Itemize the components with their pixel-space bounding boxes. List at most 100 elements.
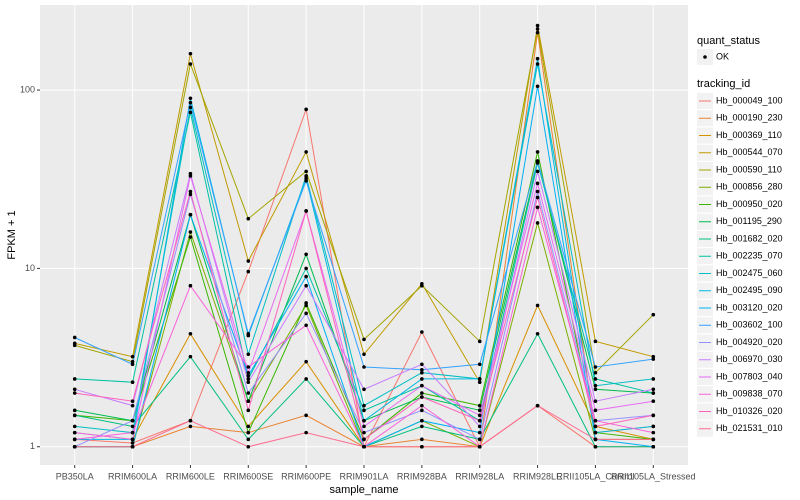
data-point — [188, 189, 193, 194]
data-point — [535, 181, 540, 186]
legend-label: Hb_004920_020 — [716, 337, 783, 347]
data-point — [246, 399, 251, 404]
data-point — [593, 430, 598, 435]
data-point — [477, 413, 482, 418]
data-point — [72, 424, 77, 429]
data-point — [535, 331, 540, 336]
x-tick-label: RRII105LA_Stressed — [611, 471, 696, 481]
data-point — [362, 403, 366, 408]
data-point — [477, 377, 482, 381]
data-point — [188, 424, 193, 429]
legend-label: Hb_002495_090 — [716, 285, 783, 295]
data-point — [188, 192, 193, 197]
data-point — [188, 110, 193, 115]
legend-label: Hb_006970_030 — [716, 354, 783, 364]
data-point — [593, 408, 598, 413]
data-point — [188, 174, 193, 178]
data-point — [246, 437, 251, 442]
data-point — [304, 209, 308, 213]
data-point — [593, 383, 598, 388]
data-point — [651, 399, 656, 404]
y-tick-label: 1 — [30, 441, 35, 451]
data-point — [420, 362, 424, 367]
data-point — [304, 301, 308, 305]
data-point — [246, 373, 251, 378]
data-point — [188, 62, 193, 66]
data-point — [420, 437, 424, 442]
data-point — [246, 259, 251, 263]
data-point — [72, 430, 77, 435]
data-point — [593, 370, 598, 375]
data-point — [304, 359, 308, 364]
data-point — [477, 403, 482, 408]
data-point — [362, 337, 366, 342]
data-point — [188, 354, 193, 359]
data-point — [535, 189, 540, 194]
data-point — [246, 391, 251, 395]
data-point — [130, 403, 135, 408]
data-point — [593, 339, 598, 344]
data-point — [130, 380, 135, 385]
data-point — [651, 413, 656, 418]
data-point — [477, 380, 482, 385]
data-point — [72, 413, 77, 418]
data-point — [477, 437, 482, 442]
data-point — [130, 359, 135, 364]
data-point — [535, 221, 540, 225]
x-tick-label: RRIM928LA — [455, 471, 504, 481]
data-point — [651, 377, 656, 381]
data-point — [420, 444, 424, 449]
data-point — [593, 444, 598, 449]
data-point — [304, 274, 308, 279]
data-point — [246, 352, 251, 357]
data-point — [188, 331, 193, 336]
data-point — [304, 377, 308, 381]
data-point — [130, 444, 135, 449]
legend-label: Hb_009838_070 — [716, 389, 783, 399]
data-point — [72, 444, 77, 449]
data-point — [593, 418, 598, 423]
y-tick-label: 100 — [20, 84, 35, 94]
data-point — [535, 84, 540, 89]
data-point — [593, 437, 598, 442]
legend-label: Hb_000856_280 — [716, 182, 783, 192]
x-tick-label: RRIM600SE — [223, 471, 273, 481]
data-point — [651, 430, 656, 435]
data-point — [246, 444, 251, 449]
data-point — [188, 96, 193, 101]
data-point — [304, 323, 308, 328]
data-point — [535, 159, 540, 163]
data-point — [246, 370, 251, 375]
data-point — [72, 437, 77, 442]
legend-label: OK — [716, 51, 729, 61]
data-point — [362, 430, 366, 435]
x-tick-label: RRIM600LA — [108, 471, 157, 481]
data-point — [246, 216, 251, 221]
data-point — [72, 387, 77, 392]
y-tick-label: 10 — [25, 263, 35, 273]
data-point — [304, 178, 308, 183]
data-point — [651, 437, 656, 442]
data-point — [72, 391, 77, 395]
data-point — [420, 330, 424, 334]
data-point — [420, 377, 424, 381]
data-point — [593, 424, 598, 429]
data-point — [651, 391, 656, 395]
data-point — [246, 408, 251, 413]
legend-label: Hb_003602_100 — [716, 320, 783, 330]
data-point — [304, 311, 308, 316]
data-point — [420, 408, 424, 413]
legend-label: Hb_000369_110 — [716, 130, 782, 140]
data-point — [420, 370, 424, 375]
legend-symbol — [703, 55, 707, 59]
data-point — [130, 430, 135, 435]
data-point — [188, 212, 193, 217]
data-point — [593, 399, 598, 404]
legend-label: Hb_003120_020 — [716, 302, 783, 312]
data-point — [246, 365, 251, 369]
data-point — [188, 100, 193, 105]
data-point — [477, 424, 482, 429]
data-point — [246, 331, 251, 336]
data-point — [130, 418, 135, 423]
data-point — [246, 377, 251, 381]
